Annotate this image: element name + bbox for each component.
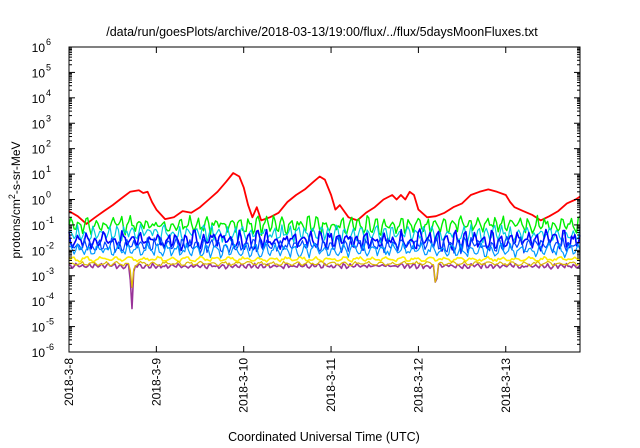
series-line-4	[68, 235, 581, 255]
y-tick-exponent: -1	[46, 215, 54, 225]
y-tick-base: 10	[32, 41, 46, 55]
y-tick-base: 10	[32, 92, 46, 106]
y-tick-label: 10	[32, 346, 46, 360]
y-tick-label: 10	[32, 117, 46, 131]
y-tick-exponent: 1	[46, 164, 51, 174]
y-tick-label: 10	[32, 270, 46, 284]
y-tick-exponent: 0	[46, 190, 51, 200]
y-tick-base: 10	[32, 295, 46, 309]
x-tick-label: 2018-3-13	[499, 358, 513, 413]
y-tick-label: 10	[32, 41, 46, 55]
y-axis: 10 -610 -510 -410 -310 -210 -110 010 110 210 310 41…	[32, 37, 580, 360]
series-line-7	[68, 262, 581, 310]
y-tick-base: 10	[32, 117, 46, 131]
y-tick-label: 10	[32, 168, 46, 182]
y-tick-base: 10	[32, 219, 46, 233]
series-line-1	[68, 214, 581, 237]
x-axis-label: Coordinated Universal Time (UTC)	[228, 430, 420, 444]
y-tick-label: 10	[32, 194, 46, 208]
y-tick-base: 10	[32, 66, 46, 80]
chart-title: /data/run/goesPlots/archive/2018-03-13/1…	[106, 25, 538, 39]
series-line-5	[68, 242, 581, 259]
series-line-2	[68, 223, 581, 244]
x-tick-label: 2018-3-11	[324, 358, 338, 412]
plot-area	[68, 172, 581, 310]
y-tick-base: 10	[32, 168, 46, 182]
x-tick-label: 2018-3-9	[149, 358, 163, 406]
y-tick-label: 10	[32, 92, 46, 106]
y-tick-exponent: -6	[46, 342, 54, 352]
y-tick-exponent: -3	[46, 266, 54, 276]
plot-frame	[68, 46, 581, 353]
x-axis: 2018-3-8 2018-3-9 2018-3-10 2018-3-11 2018-3…	[62, 47, 513, 413]
x-tick-label: 2018-3-8	[62, 358, 76, 406]
y-tick-base: 10	[32, 346, 46, 360]
y-axis-label-sup: 2	[7, 194, 17, 199]
y-tick-label: 10	[32, 244, 46, 258]
x-tick-label: 2018-3-12	[411, 358, 425, 413]
y-tick-exponent: 3	[46, 113, 51, 123]
y-tick-label: 10	[32, 321, 46, 335]
y-tick-exponent: 5	[46, 62, 51, 72]
y-axis-label: protons/cm2-s-sr-MeV	[7, 141, 23, 258]
y-axis-label-post: -s-sr-MeV	[9, 141, 23, 194]
y-tick-label: 10	[32, 219, 46, 233]
y-axis-label-pre: protons/cm	[9, 199, 23, 258]
y-tick-label: 10	[32, 66, 46, 80]
y-tick-base: 10	[32, 244, 46, 258]
series-line-6	[68, 255, 581, 263]
y-tick-base: 10	[32, 270, 46, 284]
y-tick-label: 10	[32, 143, 46, 157]
y-tick-exponent: -2	[46, 240, 54, 250]
y-tick-exponent: 6	[46, 37, 51, 47]
series-line-0	[68, 172, 581, 225]
y-tick-base: 10	[32, 194, 46, 208]
y-tick-base: 10	[32, 321, 46, 335]
y-tick-exponent: 2	[46, 139, 51, 149]
y-tick-base: 10	[32, 143, 46, 157]
x-tick-label: 2018-3-10	[237, 358, 251, 413]
y-tick-exponent: 4	[46, 88, 51, 98]
series-line-8	[68, 260, 581, 289]
y-tick-label: 10	[32, 295, 46, 309]
y-tick-exponent: -5	[46, 317, 54, 327]
y-tick-exponent: -4	[46, 291, 54, 301]
